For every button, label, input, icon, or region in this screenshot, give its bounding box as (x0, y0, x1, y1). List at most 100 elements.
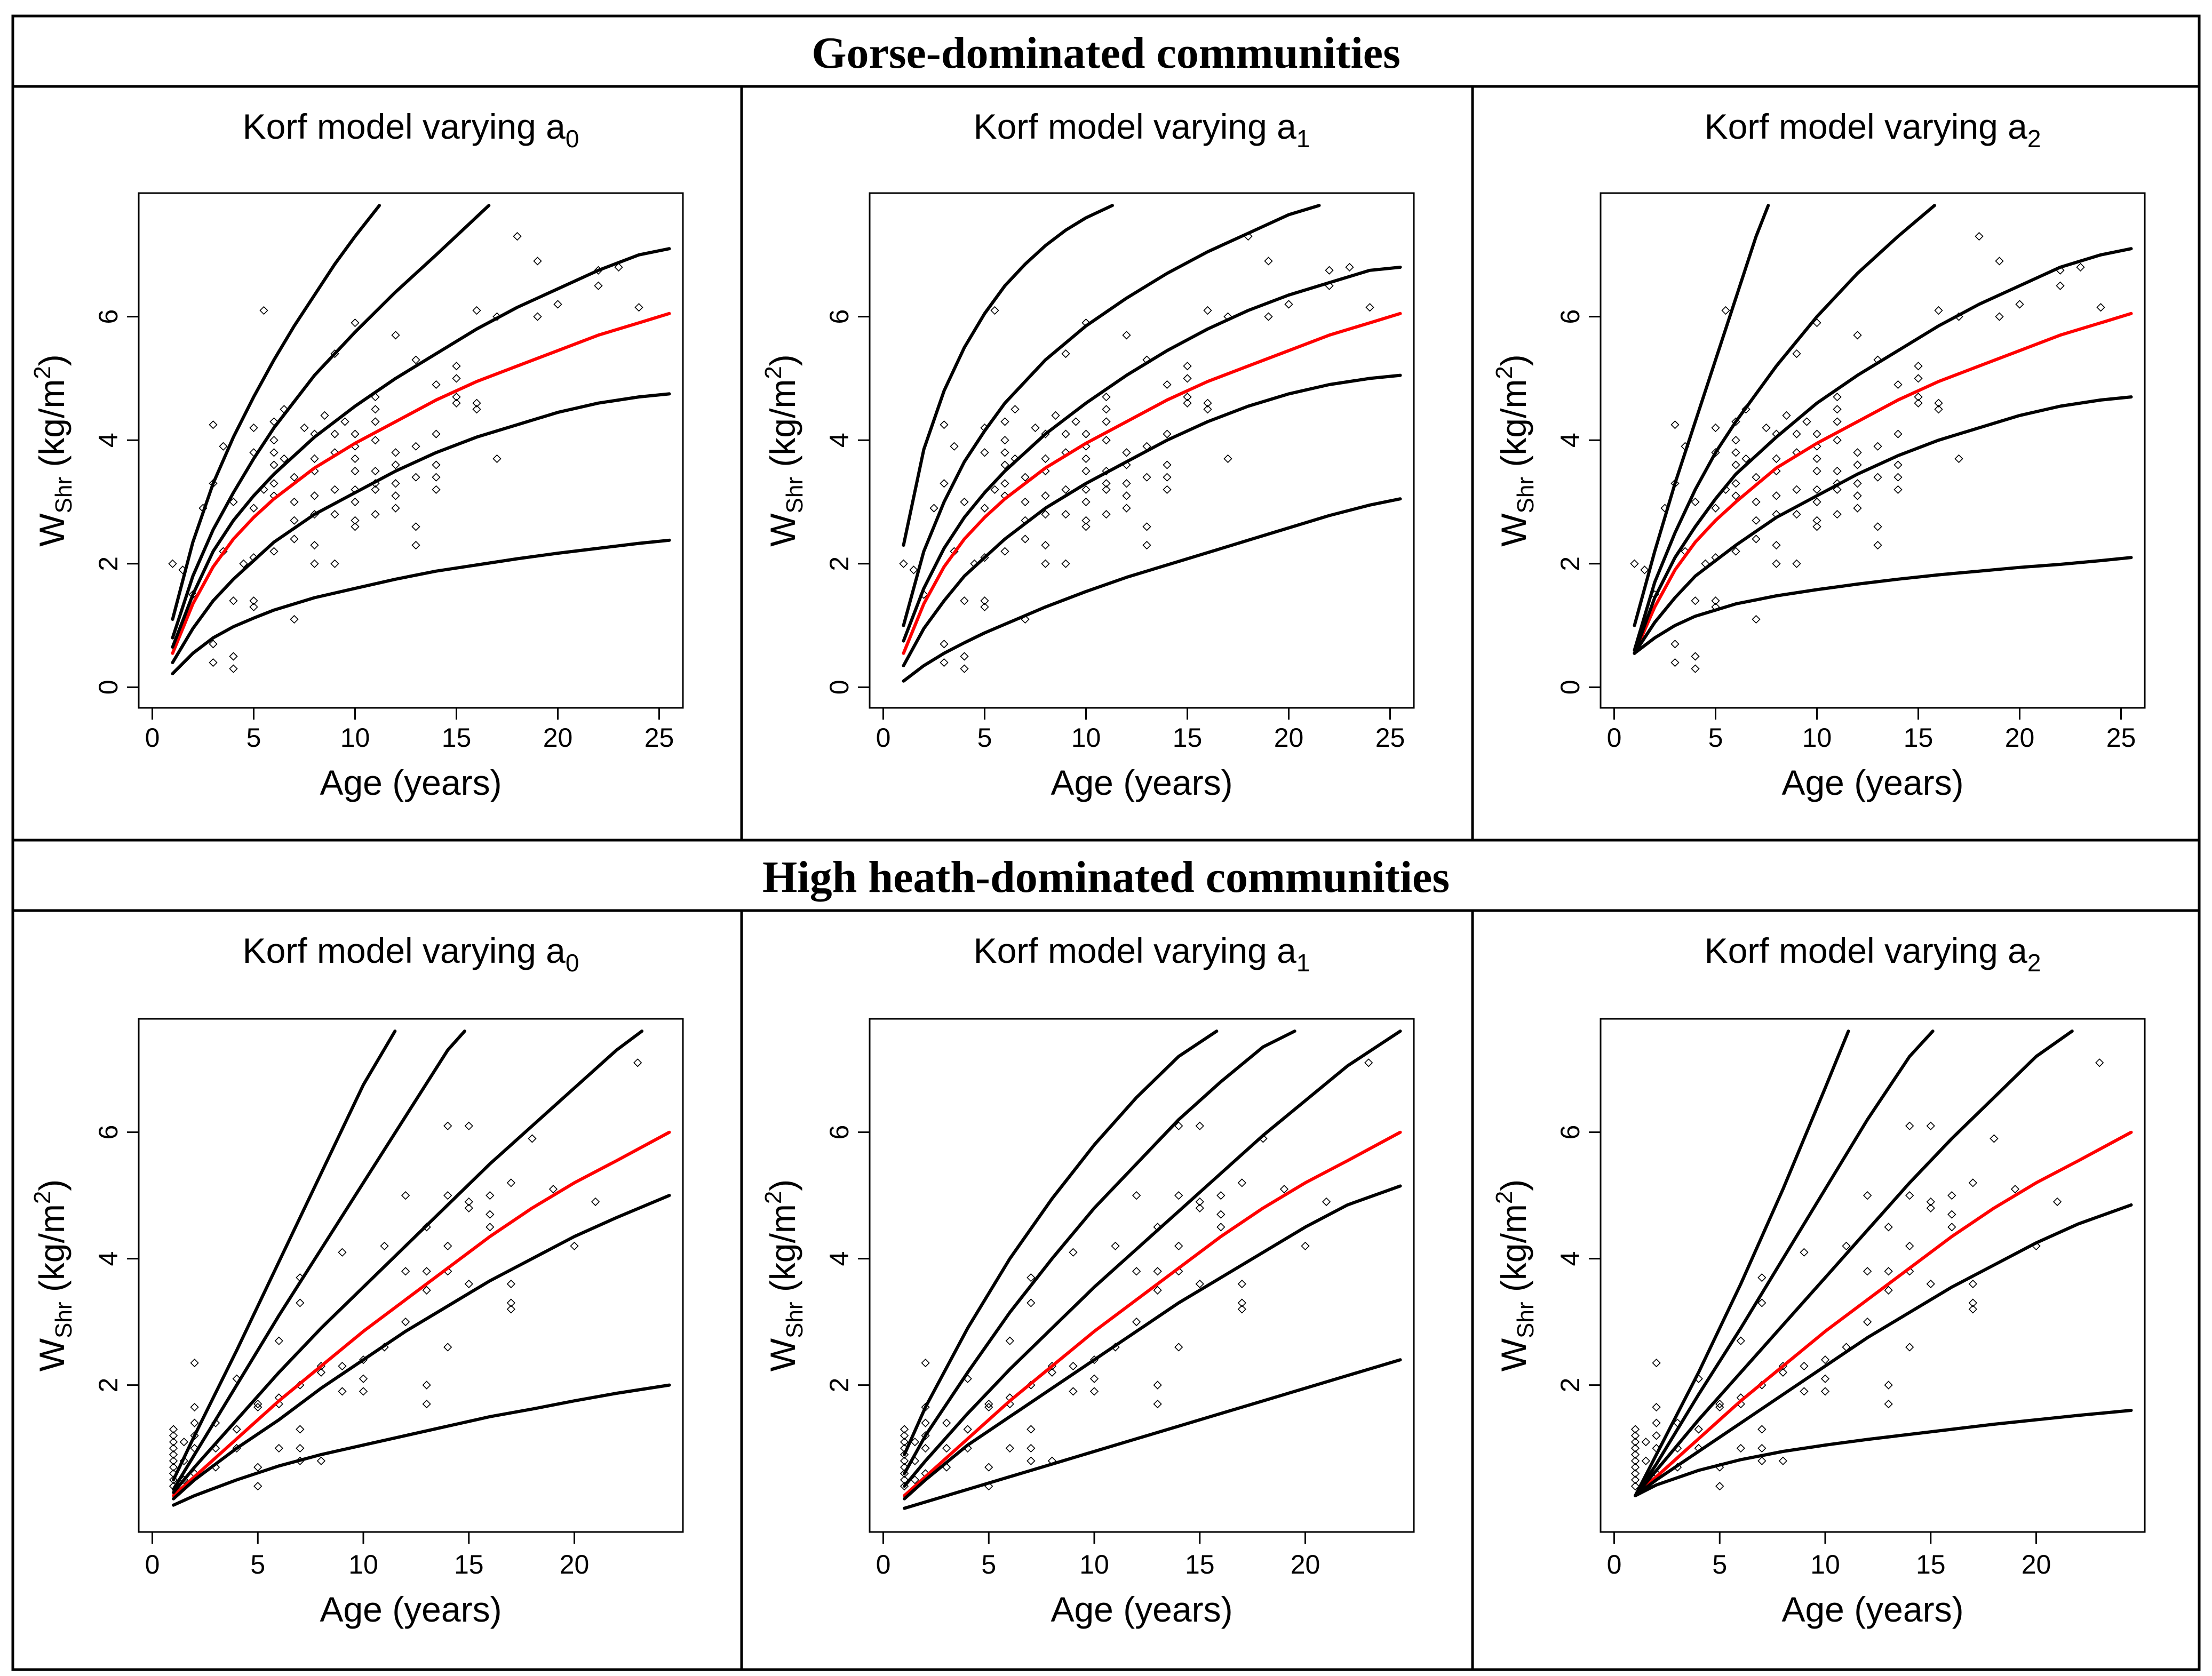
data-point (1926, 1203, 1935, 1212)
data-point (1926, 1121, 1935, 1130)
data-point (1027, 1456, 1036, 1465)
data-point (1731, 436, 1740, 445)
data-point (1174, 1241, 1183, 1251)
data-point (1122, 479, 1131, 488)
data-point (1630, 1475, 1640, 1485)
x-axis-label: Age (years) (1051, 763, 1232, 802)
data-point (1792, 349, 1801, 358)
data-point (330, 559, 339, 568)
data-point (900, 1431, 909, 1440)
data-point (1934, 405, 1943, 414)
y-axis-label: WShr (kg/m2) (1491, 354, 1539, 547)
data-point (1102, 485, 1111, 494)
data-point (1873, 522, 1882, 531)
data-point (320, 411, 329, 420)
data-point (169, 1475, 178, 1485)
data-point (1893, 429, 1903, 438)
data-point (1711, 423, 1720, 433)
x-axis-label: Age (years) (1781, 763, 1963, 802)
plot-frame (1600, 192, 2146, 709)
data-point (330, 485, 339, 494)
data-point (950, 442, 959, 451)
data-point (280, 454, 289, 464)
plot-area (168, 204, 671, 675)
data-point (310, 559, 319, 568)
data-point (1081, 466, 1091, 476)
data-point (472, 405, 481, 414)
data-point (1833, 393, 1842, 402)
x-tick-label: 20 (1274, 723, 1304, 753)
data-point (506, 1279, 515, 1289)
data-point (1630, 1425, 1640, 1434)
data-point (1833, 510, 1842, 519)
data-point (1630, 1456, 1640, 1465)
data-point (1163, 473, 1172, 482)
data-point (1102, 405, 1111, 414)
data-point (1715, 1402, 1724, 1412)
data-point (351, 516, 360, 525)
table-grid (11, 14, 2201, 1671)
data-point (1842, 1241, 1851, 1251)
data-point (1812, 466, 1821, 476)
plot-area (1630, 204, 2133, 673)
data-point (1021, 473, 1030, 482)
curve-fitted (902, 312, 1402, 655)
data-point (614, 262, 623, 272)
data-point (168, 559, 177, 568)
data-point (169, 1443, 178, 1453)
data-point (492, 454, 502, 464)
data-point (1757, 1425, 1767, 1434)
y-tick-label: 4 (93, 433, 123, 448)
data-point (249, 596, 258, 605)
curve-variant-2 (1634, 1029, 1935, 1497)
data-point (960, 664, 969, 673)
data-point (443, 1343, 452, 1352)
panel-title: Korf model varying a1 (974, 931, 1310, 977)
y-tick-label: 6 (1555, 309, 1585, 324)
data-point (274, 1443, 283, 1453)
data-point (472, 398, 481, 408)
data-point (1010, 405, 1020, 414)
data-point (1195, 1279, 1204, 1289)
data-point (432, 460, 441, 469)
data-point (1041, 454, 1050, 464)
data-point (1630, 559, 1639, 568)
data-point (984, 1463, 993, 1472)
curve-variant-5 (903, 1358, 1402, 1510)
data-point (452, 374, 461, 383)
data-point (169, 1431, 178, 1440)
data-point (1926, 1279, 1935, 1289)
data-point (253, 1402, 262, 1412)
data-point (1772, 491, 1781, 500)
data-point (452, 398, 461, 408)
data-point (1947, 1210, 1956, 1219)
data-point (1122, 448, 1131, 457)
data-point (1195, 1121, 1204, 1130)
y-tick-label: 2 (1555, 1378, 1585, 1393)
data-point (229, 596, 238, 605)
curve-variant-3 (902, 266, 1402, 643)
data-point (2096, 303, 2105, 312)
data-point (533, 257, 542, 266)
data-point (1325, 266, 1334, 275)
data-point (1731, 547, 1740, 556)
curve-variant-4 (1633, 395, 2133, 655)
data-point (1873, 473, 1882, 482)
data-point (219, 442, 228, 451)
data-point (940, 658, 949, 667)
data-point (359, 1374, 368, 1383)
x-tick-label: 0 (876, 1550, 891, 1579)
data-point (1762, 423, 1771, 433)
curve-variant-1 (171, 204, 381, 621)
data-point (1968, 1305, 1978, 1314)
data-point (1715, 1481, 1724, 1491)
data-point (269, 460, 279, 469)
data-point (351, 466, 360, 476)
data-point (1041, 491, 1050, 500)
data-point (1216, 1210, 1226, 1219)
data-point (633, 1058, 642, 1067)
data-point (1772, 454, 1781, 464)
data-point (594, 281, 603, 290)
data-point (1132, 1191, 1141, 1200)
data-point (1741, 405, 1750, 414)
